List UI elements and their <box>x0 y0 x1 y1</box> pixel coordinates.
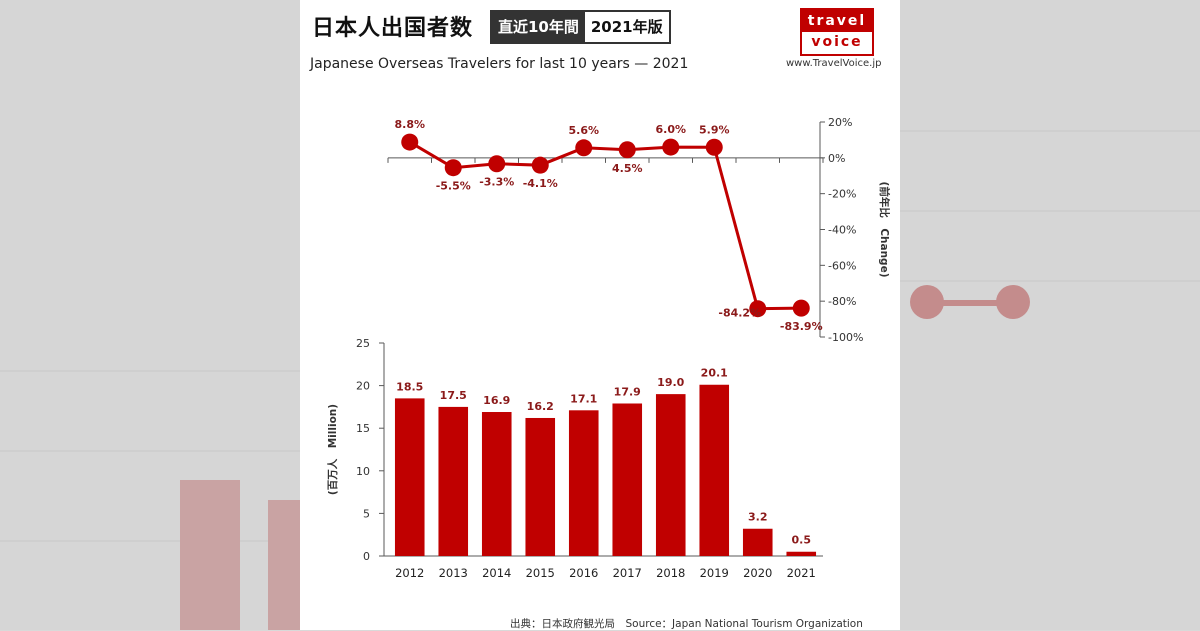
chart-area: 20% 0% -20% -40% -60% -80% -100% (前年比 Change) 8.… <box>326 116 891 580</box>
bar-2014 <box>481 412 512 556</box>
bar-y-tick-label: 10 <box>356 465 370 478</box>
bar-2013 <box>438 406 469 556</box>
line-y-tick-label: 20% <box>828 116 852 129</box>
change-label-2021: -83.9% <box>780 320 823 333</box>
change-label-2015: -4.1% <box>523 177 558 190</box>
line-y-tick-label: -60% <box>828 259 856 272</box>
bar-2019 <box>699 384 730 556</box>
line-y-axis-label: (前年比 Change) <box>878 182 891 278</box>
bar-2020 <box>742 528 773 556</box>
change-label-2019: 5.9% <box>699 123 730 136</box>
badge-edition: 2021年版 <box>584 12 669 42</box>
bar-2012 <box>394 398 425 556</box>
change-label-2017: 4.5% <box>612 162 643 175</box>
change-label-2014: -3.3% <box>479 176 514 189</box>
title-japanese: 日本人出国者数 <box>312 16 474 41</box>
bar-y-tick-label: 20 <box>356 380 370 393</box>
logo-line-1: travel <box>802 10 872 32</box>
change-label-2016: 5.6% <box>568 124 599 137</box>
change-point-2013 <box>444 159 462 177</box>
change-point-2015 <box>531 156 549 174</box>
bar-2016 <box>568 410 599 556</box>
bar-label-2017: 17.9 <box>614 385 641 398</box>
change-point-2020 <box>749 300 767 318</box>
line-y-tick-label: -40% <box>828 224 856 237</box>
x-tick-label-2013: 2013 <box>439 566 468 580</box>
line-y-tick-label: -80% <box>828 295 856 308</box>
subtitle-english: Japanese Overseas Travelers for last 10 … <box>310 56 689 72</box>
bar-y-tick-label: 5 <box>363 507 370 520</box>
bar-label-2018: 19.0 <box>657 376 684 389</box>
change-point-2014 <box>488 155 506 173</box>
x-tick-label-2012: 2012 <box>395 566 424 580</box>
bar-2017 <box>612 403 643 556</box>
infographic-panel: 日本人出国者数 直近10年間 2021年版 Japanese Overseas … <box>300 0 900 630</box>
change-point-2021 <box>792 299 810 317</box>
change-point-2018 <box>662 138 680 156</box>
bar-label-2014: 16.9 <box>483 394 510 407</box>
bar-label-2020: 3.2 <box>748 511 768 524</box>
line-y-tick-label: 0% <box>828 152 845 165</box>
change-point-2019 <box>705 138 723 156</box>
bar-y-tick-label: 0 <box>363 550 370 563</box>
bar-label-2021: 0.5 <box>792 534 812 547</box>
change-label-2013: -5.5% <box>436 180 471 193</box>
bar-label-2012: 18.5 <box>396 380 423 393</box>
change-point-2016 <box>575 139 593 157</box>
x-tick-label-2020: 2020 <box>743 566 772 580</box>
background-right-blur <box>900 0 1200 630</box>
change-label-2020: -84.2% <box>718 307 761 320</box>
x-tick-label-2019: 2019 <box>700 566 729 580</box>
title-badge: 直近10年間 2021年版 <box>490 10 671 44</box>
background-left-blur <box>0 0 300 630</box>
change-point-2012 <box>401 133 419 151</box>
x-tick-label-2018: 2018 <box>656 566 685 580</box>
travelvoice-logo[interactable]: travel voice <box>800 8 874 56</box>
logo-line-2: voice <box>811 34 863 50</box>
bar-label-2016: 17.1 <box>570 392 597 405</box>
change-label-2018: 6.0% <box>655 123 686 136</box>
line-y-tick-label: -20% <box>828 188 856 201</box>
change-label-2012: 8.8% <box>394 118 425 131</box>
bar-y-tick-label: 25 <box>356 337 370 350</box>
bar-2015 <box>525 417 556 556</box>
line-y-tick-label: -100% <box>828 331 863 344</box>
bar-y-axis-label: (百万人 Million) <box>326 404 339 495</box>
x-tick-label-2021: 2021 <box>787 566 816 580</box>
x-tick-label-2017: 2017 <box>613 566 642 580</box>
site-url[interactable]: www.TravelVoice.jp <box>786 58 882 69</box>
x-tick-label-2016: 2016 <box>569 566 598 580</box>
change-point-2017 <box>618 141 636 159</box>
bar-y-tick-label: 15 <box>356 422 370 435</box>
x-tick-label-2014: 2014 <box>482 566 511 580</box>
bar-label-2013: 17.5 <box>440 389 467 402</box>
source-credit: 出典：日本政府観光局 Source：Japan National Tourism… <box>510 618 863 630</box>
change-series-line <box>408 140 802 311</box>
x-tick-label-2015: 2015 <box>526 566 555 580</box>
bar-label-2015: 16.2 <box>527 400 554 413</box>
badge-period: 直近10年間 <box>492 12 585 42</box>
bar-2018 <box>655 394 686 556</box>
bar-label-2019: 20.1 <box>701 367 728 380</box>
bar-2021 <box>786 551 817 556</box>
